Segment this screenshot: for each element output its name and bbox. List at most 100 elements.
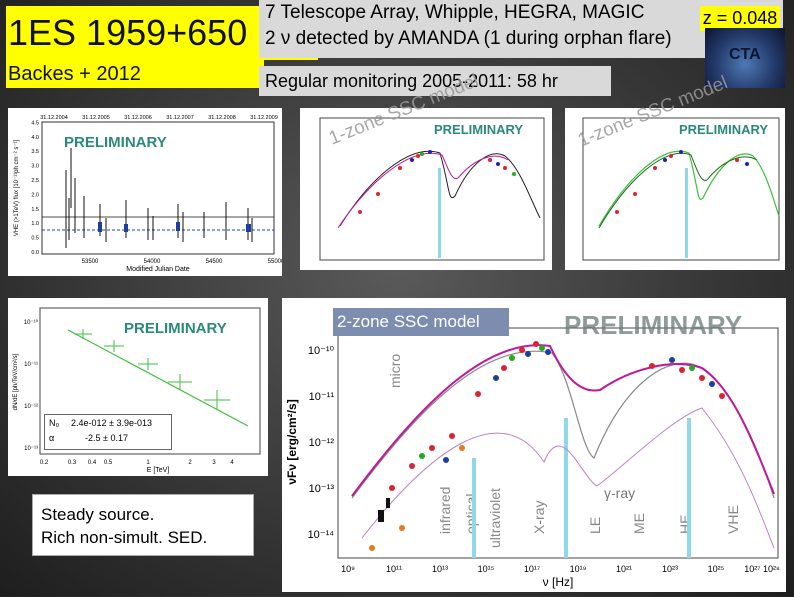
lightcurve-y-tick: 3.5	[31, 149, 39, 155]
spectrum-y-tick: 10⁻¹²	[24, 404, 38, 410]
two-zone-model-label: 2-zone SSC model	[333, 308, 509, 336]
sed-2zone-x-tick: 10¹³	[432, 564, 448, 574]
sed-1zone-preliminary: PRELIMINARY	[434, 122, 524, 137]
sed-1zone-b-points	[615, 154, 739, 214]
lightcurve-x-tick: 54500	[206, 259, 223, 265]
sed-2zone-x-tick: 10⁹	[341, 564, 355, 574]
sed-2zone-points	[369, 341, 725, 551]
lightcurve-top-ticks: 31.12.2004 31.12.2005 31.12.2006 31.12.2007…	[40, 115, 278, 121]
alpha-value: -2.5 ± 0.17	[85, 433, 128, 443]
lightcurve-ylabel: VHE (>1TeV) flux [10⁻¹¹ph cm⁻² s⁻¹]	[14, 139, 20, 236]
sed-1zone-b-preliminary: PRELIMINARY	[679, 122, 769, 137]
spectrum-plot: 10⁻¹⁰ 10⁻¹¹ 10⁻¹² 10⁻¹³ 0.2 0.3 0.4 0.5 1 2 3 4 dN…	[13, 307, 261, 474]
spectrum-x-tick: 2	[188, 460, 192, 466]
spectrum-x-tick: 3	[212, 460, 216, 466]
sed-1zone-b-plot	[582, 117, 780, 261]
spectrum-x-tick: 4	[230, 460, 234, 466]
info-box: 7 Telescope Array, Whipple, HEGRA, MAGIC…	[259, 0, 783, 58]
spectrum-y-tick: 10⁻¹⁰	[24, 319, 39, 326]
spectrum-x-tick: 0.4	[88, 460, 97, 466]
lightcurve-top-tick: 31.12.2006	[124, 115, 152, 121]
lightcurve-preliminary: PRELIMINARY	[64, 134, 167, 151]
lightcurve-panel: 31.12.2004 31.12.2005 31.12.2006 31.12.2007…	[8, 108, 285, 276]
spectrum-y-tick: 10⁻¹¹	[24, 362, 38, 368]
info-line-1: 7 Telescope Array, Whipple, HEGRA, MAGIC	[265, 2, 645, 23]
slide-subtitle: Backes + 2012	[6, 60, 264, 88]
sed-2zone-band-label: γ-ray	[604, 485, 635, 501]
spectrum-x-tick: 1	[146, 460, 150, 466]
spectrum-preliminary: PRELIMINARY	[124, 320, 227, 337]
n0-label: N₀	[49, 418, 60, 428]
alpha-label: α	[49, 433, 55, 443]
lightcurve-x-ticks: 53500 54000 54500 55000	[82, 259, 285, 265]
spectrum-x-tick: 0.5	[104, 460, 113, 466]
n0-value: 2.4e-012 ± 3.9e-013	[71, 418, 152, 428]
lightcurve-top-tick: 31.12.2005	[82, 115, 110, 121]
sed-2zone-model-curve	[351, 344, 775, 497]
sed-2zone-y-tick: 10⁻¹⁴	[308, 529, 335, 541]
sed-2zone-y-tick: 10⁻¹⁰	[308, 345, 335, 357]
sed-2zone-x-tick: 10²³	[662, 564, 678, 574]
spectrum-ylabel: dN/dE [ph/TeV/cm²/s]	[13, 353, 19, 410]
spectrum-y-tick: 10⁻¹³	[24, 446, 38, 452]
sed-2zone-x-tick: 10²⁷ 10²⁸	[744, 564, 780, 574]
sed-panel-1zone: PRELIMINARY 1-zone SSC model	[300, 70, 552, 270]
sed-2zone-x-ticks: 10⁹ 10¹¹ 10¹³ 10¹⁵ 10¹⁷ 10¹⁹ 10²¹ 10²³ 10²⁵ 10²⁷ …	[341, 564, 780, 574]
lightcurve-plot: 31.12.2004 31.12.2005 31.12.2006 31.12.2007…	[14, 115, 285, 273]
lightcurve-y-tick: 3.0	[31, 164, 39, 170]
lightcurve-y-tick: 2.5	[31, 178, 39, 184]
lightcurve-xlabel: Modified Julian Date	[126, 266, 190, 273]
sed-2zone-x-tick: 10¹⁵	[478, 564, 495, 574]
sed-2zone-xlabel: ν [Hz]	[543, 575, 574, 589]
sed-2zone-x-tick: 10¹⁹	[570, 564, 587, 574]
sed-2zone-y-ticks: 10⁻¹⁰ 10⁻¹¹ 10⁻¹² 10⁻¹³ 10⁻¹⁴	[308, 345, 335, 541]
sed-2zone-x-tick: 10¹⁷	[524, 564, 540, 574]
lightcurve-y-tick: 4.5	[31, 120, 39, 126]
lightcurve-y-tick: 0.5	[31, 236, 39, 242]
spectrum-points	[74, 329, 230, 410]
lightcurve-x-tick: 55000	[268, 259, 282, 265]
spectrum-y-ticks: 10⁻¹⁰ 10⁻¹¹ 10⁻¹² 10⁻¹³	[24, 319, 39, 452]
lightcurve-y-ticks: 0.0 0.5 1.0 1.5 2.0 2.5 3.0 3.5 4.0 4.5	[31, 120, 39, 256]
lightcurve-top-tick: 31.12.2007	[166, 115, 194, 121]
lightcurve-y-tick: 4.0	[31, 135, 39, 141]
steady-line-2: Rich non-simult. SED.	[41, 528, 208, 547]
lightcurve-y-tick: 1.5	[31, 207, 39, 213]
lightcurve-y-tick: 0.0	[31, 250, 39, 256]
lightcurve-top-tick: 31.12.2004	[40, 115, 68, 121]
steady-source-note: Steady source. Rich non-simult. SED.	[32, 494, 254, 556]
sed-1zone-points	[358, 154, 507, 214]
sed-2zone-y-tick: 10⁻¹¹	[309, 391, 335, 403]
sed-2zone-band-label: ultraviolet	[487, 488, 503, 548]
sed-panel-1zone-b: PRELIMINARY 1-zone SSC model	[565, 72, 785, 270]
steady-line-1: Steady source.	[41, 505, 155, 524]
sed-1zone-plot	[319, 117, 545, 261]
sed-2zone-ylabel: νFν [erg/cm²/s]	[285, 399, 299, 484]
sed-2zone-band-label: LE	[587, 517, 603, 534]
sed-2zone-band-label: X-ray	[531, 501, 547, 534]
sed-2zone-x-tick: 10²¹	[616, 564, 632, 574]
monitoring-label: Regular monitoring 2005-2011: 58 hr	[259, 66, 611, 96]
lightcurve-top-tick: 31.12.2008	[208, 115, 236, 121]
lightcurve-points	[65, 148, 253, 248]
lightcurve-y-tick: 1.0	[31, 221, 39, 227]
sed-2zone-band-label: infrared	[437, 487, 453, 534]
spectrum-xlabel: E [TeV]	[147, 467, 170, 474]
sed-2zone-plot: 10⁻¹⁰ 10⁻¹¹ 10⁻¹² 10⁻¹³ 10⁻¹⁴ 10⁹ 10¹¹ 10¹³ 10¹…	[285, 327, 780, 589]
cta-logo-text: CTA	[729, 46, 761, 63]
sed-2zone-band-label: optical	[463, 494, 479, 534]
sed-2zone-y-tick: 10⁻¹²	[309, 437, 335, 449]
info-line-2: 2 ν detected by AMANDA (1 during orphan …	[265, 28, 672, 49]
sed-2zone-x-tick: 10¹¹	[386, 564, 402, 574]
lightcurve-x-tick: 53500	[82, 259, 99, 265]
redshift-label: z = 0.048	[700, 6, 780, 31]
lightcurve-top-tick: 31.12.2009	[250, 115, 278, 121]
sed-2zone-preliminary: PRELIMINARY	[564, 310, 743, 340]
spectrum-panel: 10⁻¹⁰ 10⁻¹¹ 10⁻¹² 10⁻¹³ 0.2 0.3 0.4 0.5 1 2 3 4 dN…	[8, 298, 268, 476]
spectrum-fit-box: N₀ 2.4e-012 ± 3.9e-013 α -2.5 ± 0.17	[44, 414, 172, 450]
lightcurve-y-tick: 2.0	[31, 192, 39, 198]
sed-panel-2zone: 10⁻¹⁰ 10⁻¹¹ 10⁻¹² 10⁻¹³ 10⁻¹⁴ 10⁹ 10¹¹ 10¹³ 10¹…	[282, 298, 786, 592]
spectrum-fit-line	[67, 329, 249, 427]
spectrum-x-tick: 0.3	[68, 460, 77, 466]
sed-2zone-band-label: micro	[387, 354, 403, 388]
